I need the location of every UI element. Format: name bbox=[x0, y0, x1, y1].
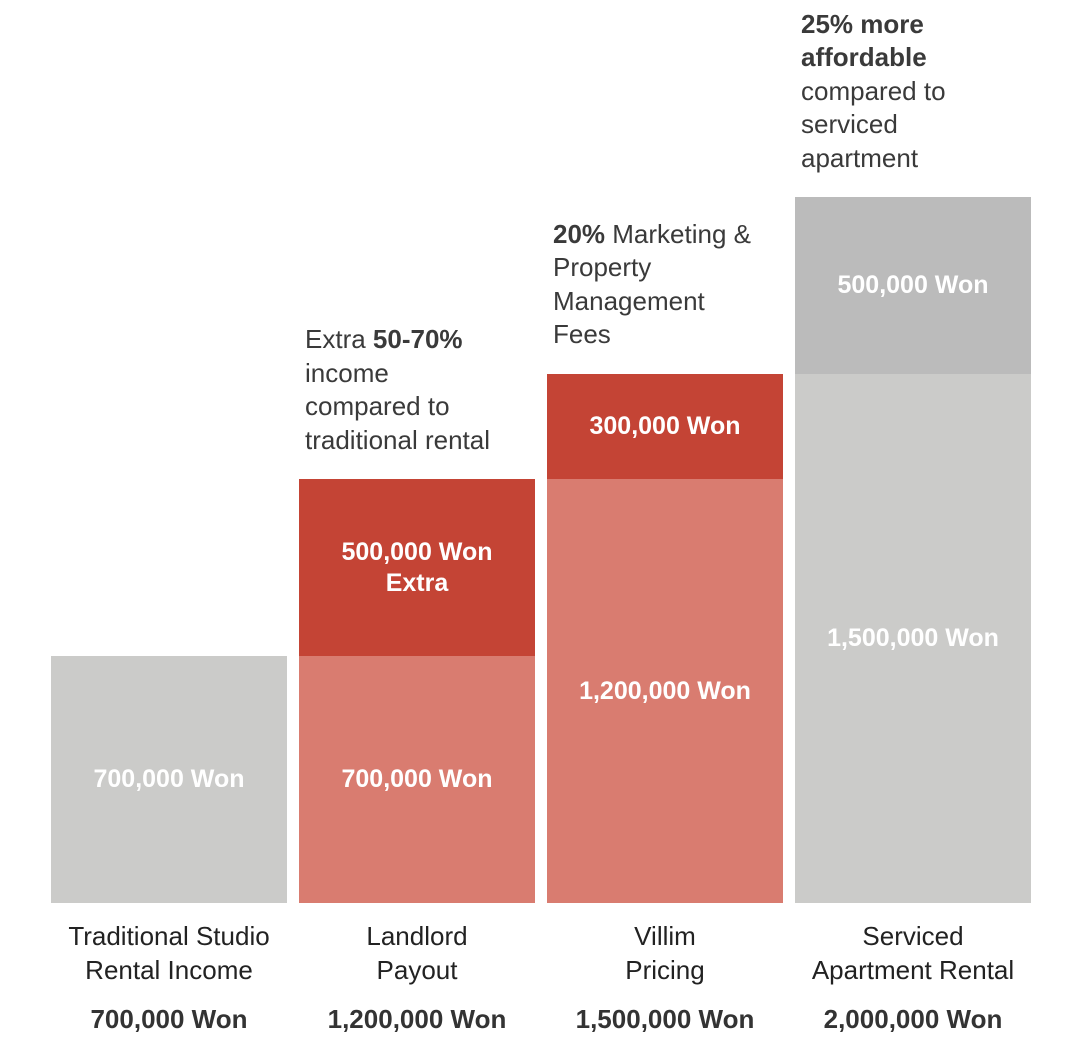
segment-value-label: 700,000 Won bbox=[341, 764, 493, 793]
category-total-label: 2,000,000 Won bbox=[823, 1004, 1003, 1034]
category-label: Traditional Studio Rental Income bbox=[44, 920, 294, 987]
annotation-text: apartment bbox=[801, 142, 919, 173]
category-label-line: Rental Income bbox=[85, 954, 253, 985]
segment-value-label: 1,200,000 Won bbox=[579, 676, 751, 705]
payout-extra-segment: 500,000 Won Extra bbox=[299, 479, 535, 656]
category-label-line: Landlord bbox=[366, 921, 468, 951]
category-label-line: Apartment Rental bbox=[811, 954, 1015, 985]
category-label: Landlord Payout bbox=[292, 920, 542, 987]
segment-value-label: 700,000 Won bbox=[93, 764, 245, 793]
annotation-text: Property bbox=[553, 252, 652, 282]
annotation-text: 50-70% bbox=[372, 324, 463, 355]
category-label-line: Traditional Studio bbox=[68, 921, 270, 951]
villim-fee-segment: 300,000 Won bbox=[547, 373, 783, 480]
segment-value-label: 300,000 Won bbox=[589, 411, 741, 440]
serviced-base-segment: 1,500,000 Won bbox=[795, 373, 1031, 903]
category-label-line: Pricing bbox=[625, 954, 705, 985]
bar-annotation: 20% Marketing & Property Management Fees bbox=[553, 218, 751, 352]
category-total-label: 1,200,000 Won bbox=[327, 1004, 507, 1034]
category-label-line: Serviced bbox=[862, 921, 964, 951]
bar-annotation: 25% more affordable compared to serviced apa… bbox=[801, 8, 946, 176]
segment-value-label: 1,500,000 Won bbox=[827, 623, 999, 652]
category-label: Serviced Apartment Rental bbox=[788, 920, 1038, 987]
annotation-text: Management bbox=[553, 285, 705, 316]
annotation-text: Marketing & bbox=[605, 218, 751, 249]
segment-value-label: Extra bbox=[385, 568, 449, 597]
annotation-text: Extra bbox=[305, 324, 373, 355]
category-label-line: Villim bbox=[634, 921, 696, 951]
annotation-text: affordable bbox=[801, 42, 927, 72]
annotation-text: 25% more bbox=[801, 8, 924, 39]
annotation-text: income bbox=[305, 357, 389, 388]
segment-value-label: 500,000 Won bbox=[837, 270, 989, 299]
bar-annotation: Extra 50-70% income compared to traditional… bbox=[305, 323, 490, 457]
annotation-text: traditional rental bbox=[305, 424, 490, 455]
segment-value-label: 500,000 Won bbox=[341, 537, 493, 566]
payout-base-segment: 700,000 Won bbox=[299, 655, 535, 903]
villim-base-segment: 1,200,000 Won bbox=[547, 479, 783, 903]
annotation-text: Fees bbox=[553, 319, 611, 349]
category-label-line: Payout bbox=[376, 954, 458, 985]
traditional-bar: 700,000 Won bbox=[51, 655, 287, 903]
category-label: Villim Pricing bbox=[540, 920, 790, 987]
category-total-label: 700,000 Won bbox=[90, 1004, 248, 1034]
annotation-text: compared to bbox=[801, 75, 946, 106]
annotation-text: serviced bbox=[801, 109, 898, 139]
annotation-text: compared to bbox=[305, 391, 450, 422]
annotation-text: 20% bbox=[553, 218, 606, 249]
serviced-premium-segment: 500,000 Won bbox=[795, 197, 1031, 374]
category-total-label: 1,500,000 Won bbox=[575, 1004, 755, 1034]
